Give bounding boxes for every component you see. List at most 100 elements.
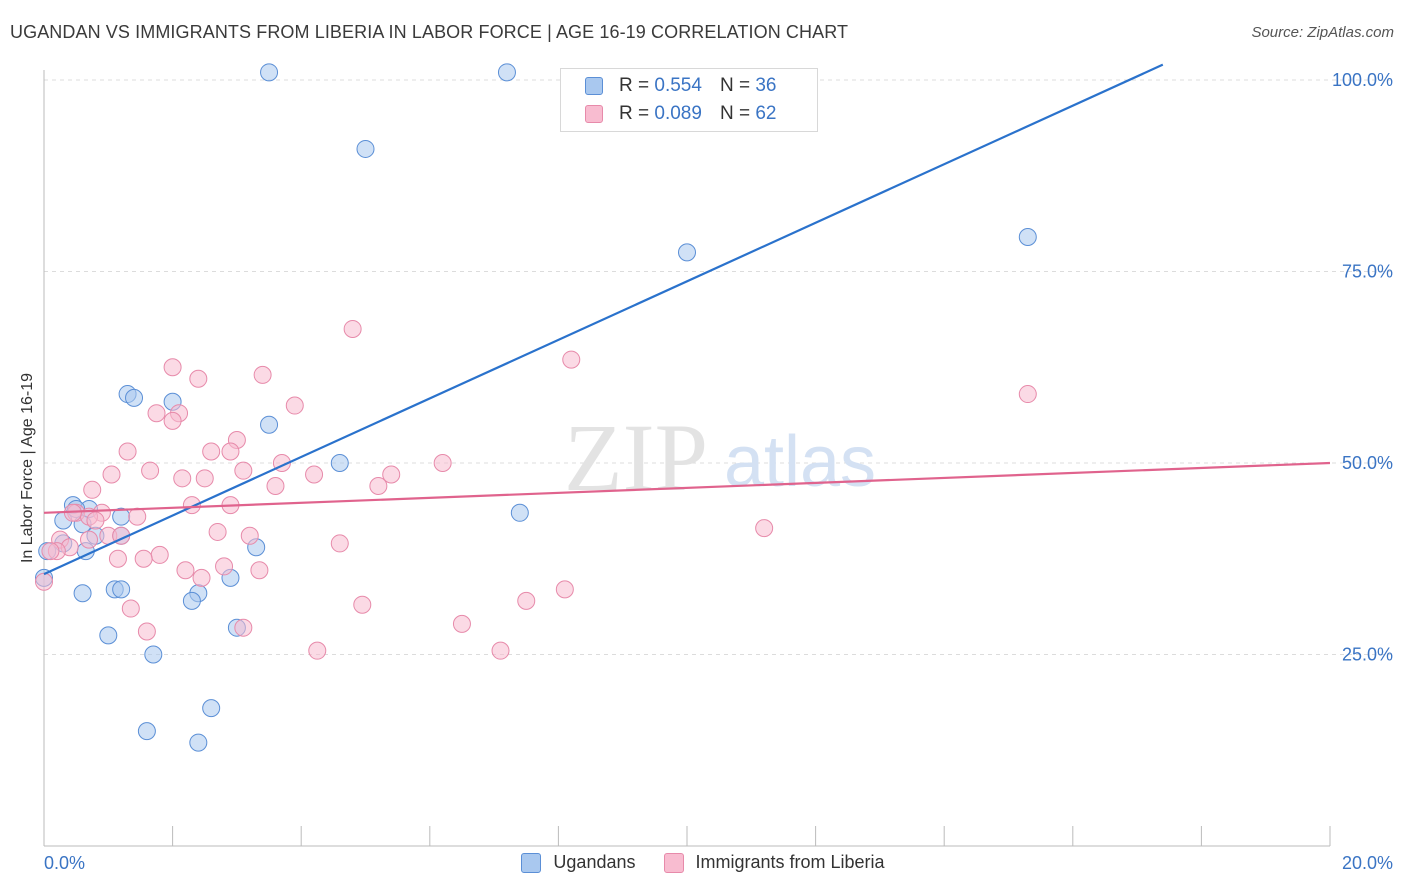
point-ugandans <box>678 243 696 262</box>
legend-label-liberia: Immigrants from Liberia <box>695 852 885 872</box>
legend-item-liberia[interactable]: Immigrants from Liberia <box>663 852 885 873</box>
point-liberia <box>195 469 214 488</box>
point-ugandans <box>73 584 92 603</box>
x-tick-label-max: 20.0% <box>1342 853 1393 873</box>
trend-line-ugandans <box>43 63 1164 576</box>
point-liberia <box>240 526 259 545</box>
point-liberia <box>221 442 240 461</box>
legend-label-ugandans: Ugandans <box>553 852 636 872</box>
point-liberia <box>555 580 574 599</box>
trend-line-liberia <box>43 461 1331 514</box>
point-liberia <box>163 411 182 430</box>
legend-swatch-liberia <box>585 105 603 123</box>
point-ugandans <box>1018 228 1037 247</box>
point-liberia <box>308 641 327 660</box>
legend-r-label: R = <box>619 103 650 124</box>
point-liberia <box>80 530 99 549</box>
point-liberia <box>202 442 221 461</box>
point-liberia <box>433 454 452 472</box>
tick-labels: 25.0% 50.0% 75.0% 100.0% 0.0% 20.0% <box>44 70 1393 873</box>
point-liberia <box>343 319 362 338</box>
point-liberia <box>137 622 156 641</box>
point-ugandans <box>260 415 279 434</box>
legend-r-label: R = <box>619 75 650 96</box>
legend-row-liberia: R = 0.089 N = 62 <box>585 102 776 126</box>
point-ugandans <box>497 63 516 82</box>
trend-lines <box>43 63 1331 576</box>
point-ugandans <box>112 580 131 599</box>
point-liberia <box>173 469 192 488</box>
legend-r-value: 0.554 <box>654 75 702 96</box>
point-liberia <box>86 511 105 530</box>
data-points <box>35 63 1037 752</box>
point-liberia <box>215 557 234 576</box>
point-liberia <box>176 561 195 580</box>
point-ugandans <box>144 645 163 664</box>
point-liberia <box>141 461 160 480</box>
point-liberia <box>369 476 388 495</box>
point-liberia <box>562 350 581 369</box>
point-ugandans <box>182 591 201 610</box>
point-ugandans <box>137 722 156 741</box>
point-liberia <box>452 614 471 633</box>
point-ugandans <box>356 139 375 158</box>
legend-n-label: N = <box>719 75 751 96</box>
point-liberia <box>147 404 166 423</box>
y-tick-label: 25.0% <box>1342 645 1393 665</box>
axes <box>43 70 1331 847</box>
point-liberia <box>491 641 510 660</box>
point-liberia <box>208 522 227 541</box>
y-tick-label: 50.0% <box>1342 453 1393 473</box>
point-liberia <box>234 461 253 480</box>
point-liberia <box>253 365 272 384</box>
correlation-legend: R = 0.554 N = 36 R = 0.089 N = 62 <box>560 68 818 132</box>
point-ugandans <box>189 733 208 752</box>
point-liberia <box>83 480 102 499</box>
x-tick-label-min: 0.0% <box>44 853 85 873</box>
point-ugandans <box>260 63 279 82</box>
point-liberia <box>102 465 121 484</box>
grid-lines <box>44 79 1392 655</box>
point-liberia <box>1018 385 1037 404</box>
point-ugandans <box>202 699 221 718</box>
point-ugandans <box>330 454 349 472</box>
point-liberia <box>150 545 169 564</box>
point-liberia <box>755 519 774 538</box>
point-liberia <box>382 465 401 484</box>
y-tick-label: 100.0% <box>1332 70 1393 90</box>
source-label: Source: ZipAtlas.com <box>1251 24 1394 41</box>
point-liberia <box>35 572 53 591</box>
point-ugandans <box>99 626 118 645</box>
legend-swatch-liberia <box>663 852 684 873</box>
chart-title: UGANDAN VS IMMIGRANTS FROM LIBERIA IN LA… <box>10 22 849 42</box>
point-liberia <box>250 561 269 580</box>
series-legend: Ugandans Immigrants from Liberia <box>0 852 1406 873</box>
point-liberia <box>121 599 140 618</box>
legend-swatch-ugandans <box>521 852 542 873</box>
point-liberia <box>330 534 349 553</box>
point-liberia <box>134 549 153 568</box>
point-liberia <box>285 396 304 415</box>
point-ugandans <box>125 388 144 407</box>
point-ugandans <box>510 503 529 522</box>
point-liberia <box>128 507 147 526</box>
legend-n-label: N = <box>719 103 751 124</box>
y-tick-label: 75.0% <box>1342 262 1393 282</box>
point-liberia <box>189 369 208 388</box>
legend-item-ugandans[interactable]: Ugandans <box>521 852 636 873</box>
legend-row-ugandans: R = 0.554 N = 36 <box>585 74 776 98</box>
point-liberia <box>517 591 536 610</box>
point-liberia <box>108 549 127 568</box>
point-liberia <box>266 476 285 495</box>
legend-swatch-ugandans <box>585 77 603 95</box>
legend-n-value: 36 <box>755 75 777 96</box>
point-liberia <box>163 358 182 377</box>
watermark-zip: ZIP <box>564 404 708 511</box>
watermark-atlas: atlas <box>724 422 876 502</box>
point-liberia <box>234 618 253 637</box>
point-liberia <box>41 542 60 561</box>
point-liberia <box>353 595 372 614</box>
point-liberia <box>305 465 324 484</box>
legend-n-value: 62 <box>755 103 777 124</box>
